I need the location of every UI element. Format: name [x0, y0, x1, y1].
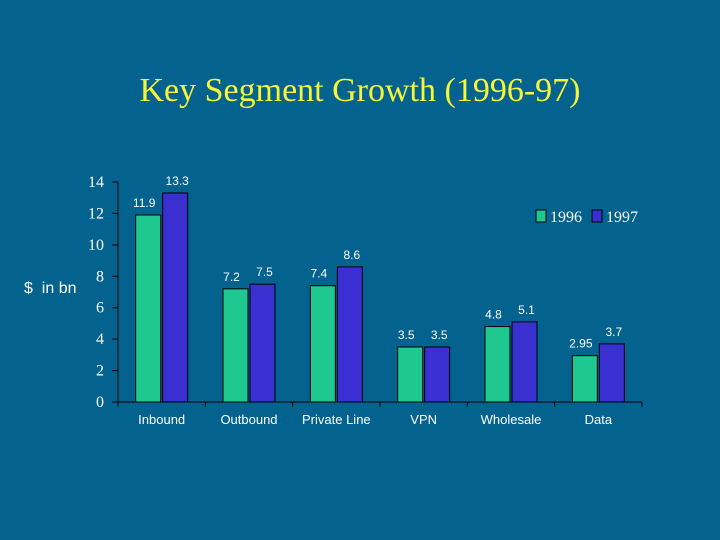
- legend-swatch-1997: [591, 209, 603, 223]
- bar-1997-wholesale: [511, 321, 538, 403]
- bar-1996-wholesale: [484, 326, 511, 403]
- bar-1997-private-line: [336, 266, 363, 403]
- bar-1996-inbound: [135, 214, 162, 403]
- bar-1997-inbound: [162, 192, 189, 403]
- y-axis-label: $ in bn: [24, 280, 77, 297]
- bar-1996-vpn: [397, 346, 424, 403]
- data-label: 7.4: [310, 267, 327, 281]
- data-label: 4.8: [485, 308, 502, 322]
- legend-label: 1996: [550, 209, 582, 226]
- y-tick-label: 2: [96, 363, 104, 380]
- bar-1997-vpn: [424, 346, 451, 403]
- legend-swatch-1996: [535, 209, 547, 223]
- y-tick-label: 12: [88, 205, 104, 222]
- x-tick-label: Inbound: [138, 412, 185, 427]
- bar-1996-outbound: [222, 288, 249, 403]
- data-label: 2.95: [569, 337, 593, 351]
- data-label: 3.5: [398, 328, 415, 342]
- chart-title: Key Segment Growth (1996-97): [139, 72, 581, 109]
- y-tick-label: 6: [96, 300, 104, 317]
- x-tick-label: Data: [585, 412, 613, 427]
- data-label: 8.6: [343, 248, 360, 262]
- y-tick-label: 0: [96, 394, 104, 411]
- y-tick-label: 4: [96, 331, 104, 348]
- data-label: 5.1: [518, 303, 535, 317]
- x-tick-label: Outbound: [220, 412, 277, 427]
- y-tick-label: 8: [96, 268, 104, 285]
- data-label: 11.9: [133, 196, 156, 210]
- bar-1997-data: [598, 343, 625, 403]
- bar-1996-private-line: [309, 285, 336, 403]
- y-tick-label: 10: [88, 237, 104, 254]
- data-label: 7.5: [256, 265, 273, 279]
- y-tick-label: 14: [88, 174, 104, 191]
- data-label: 3.5: [431, 328, 448, 342]
- data-label: 7.2: [223, 270, 240, 284]
- legend-label: 1997: [606, 209, 638, 226]
- data-label: 13.3: [165, 174, 189, 188]
- bar-1997-outbound: [249, 283, 276, 403]
- x-tick-label: VPN: [410, 412, 437, 427]
- x-tick-label: Private Line: [302, 412, 371, 427]
- data-label: 3.7: [605, 325, 622, 339]
- x-tick-label: Wholesale: [481, 412, 542, 427]
- bar-1996-data: [571, 355, 598, 403]
